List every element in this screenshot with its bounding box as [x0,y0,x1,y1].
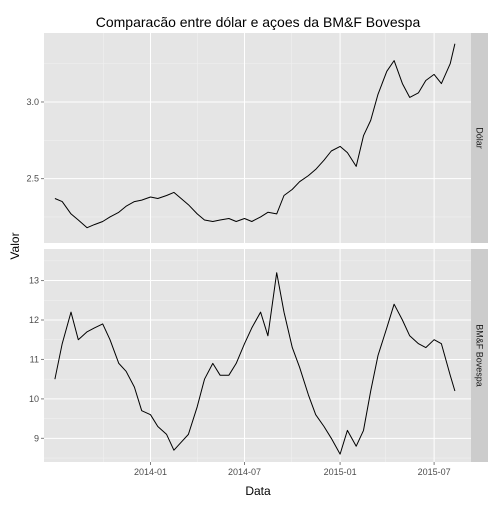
series-line-d-lar [54,43,456,229]
chart-title: Comparacão entre dólar e açoes da BM&F B… [96,14,421,30]
panel-background [44,33,471,243]
y-tick-label: 2.5 [26,174,39,184]
x-axis: 2014-01 2014-07 2015-01 2015-07 [134,462,451,477]
y-tick-label: 13 [29,276,39,286]
panel-d-lar: 2.5 3.0 Dólar [26,33,488,243]
y-tick-label: 12 [29,315,39,325]
y-axis-title: Valor [8,232,22,259]
panel-bm-f-bovespa: 9 10 11 12 13 BM&F Bovespa [29,249,488,462]
x-tick-label: 2014-01 [134,467,167,477]
panel-background [44,249,471,462]
facet-strip [471,249,488,462]
facet-strip [471,33,488,243]
facet-strip-label: BM&F Bovespa [475,324,485,387]
x-tick-label: 2015-01 [324,467,357,477]
series-line-bm-f-bovespa [54,272,456,455]
x-tick-label: 2014-07 [228,467,261,477]
y-tick-label: 10 [29,394,39,404]
facet-strip-label: Dólar [475,127,485,149]
x-tick-label: 2015-07 [418,467,451,477]
y-tick-label: 9 [34,433,39,443]
y-tick-label: 11 [30,354,39,364]
y-tick-label: 3.0 [26,97,39,107]
x-axis-title: Data [245,484,271,498]
facet-panels: 2.5 3.0 Dólar 9 10 11 12 13 BM&F Bovespa [26,33,488,462]
